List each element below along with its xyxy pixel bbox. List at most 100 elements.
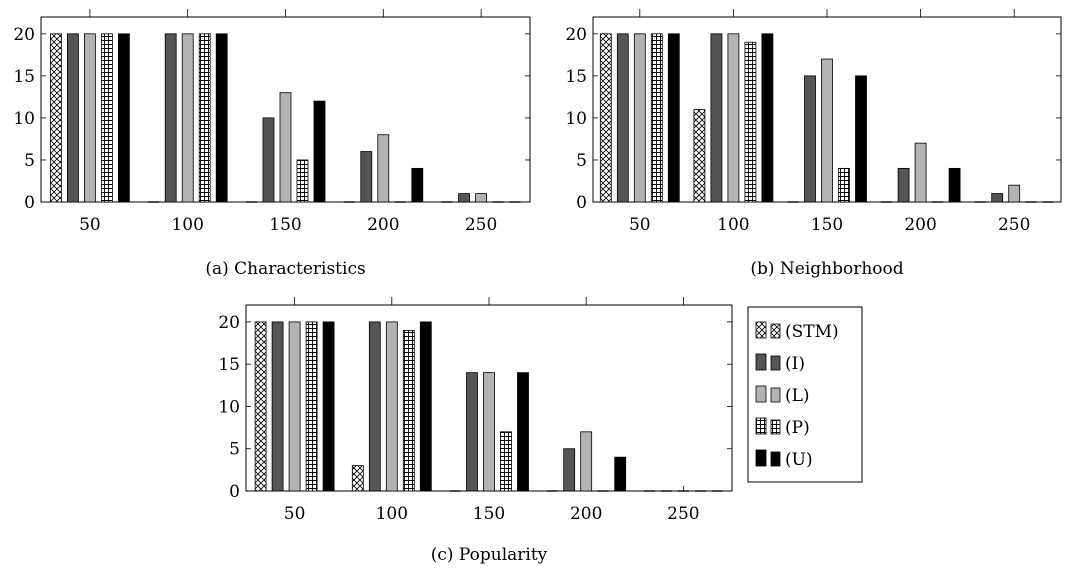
bar-black <box>411 167 424 203</box>
bar-dark-gray <box>563 448 576 492</box>
x-tick-label: 200 <box>904 215 936 235</box>
bar-light-gray <box>279 92 292 203</box>
x-tick-label: 150 <box>269 215 301 235</box>
bar-light-gray <box>377 134 390 203</box>
bar-light-gray <box>580 431 593 492</box>
y-tick-label: 20 <box>218 313 240 333</box>
legend-swatch-crosshatch <box>755 321 767 339</box>
y-tick-label: 10 <box>565 109 587 129</box>
bar-light-gray <box>475 193 488 203</box>
bar-dark-gray <box>164 33 177 203</box>
y-tick-label: 5 <box>576 151 587 171</box>
bar-dark-gray <box>616 33 629 203</box>
bar-crosshatch <box>254 321 267 492</box>
bar-black <box>761 33 774 203</box>
bar-grid <box>838 167 850 203</box>
bar-dark-gray <box>262 117 275 203</box>
x-tick-label: 150 <box>473 504 505 524</box>
y-tick-label: 15 <box>565 67 587 87</box>
bar-light-gray <box>385 321 398 492</box>
bar-black <box>517 372 529 492</box>
bar-dark-gray <box>67 33 79 203</box>
x-tick-label: 200 <box>570 504 602 524</box>
bar-black <box>313 100 326 203</box>
bar-black <box>667 33 680 203</box>
x-tick-label: 100 <box>376 504 408 524</box>
y-tick-label: 0 <box>24 193 35 213</box>
bar-light-gray <box>1008 184 1021 203</box>
legend-label: (P) <box>785 418 810 438</box>
bar-light-gray <box>181 33 194 203</box>
bar-black <box>419 321 432 492</box>
y-tick-label: 5 <box>24 151 35 171</box>
y-tick-label: 5 <box>229 440 240 460</box>
x-tick-label: 50 <box>284 504 306 524</box>
bar-dark-gray <box>466 372 478 492</box>
chart-popularity: 0 5 10 15 20 50 100 150 200 250 (c) Popularity <box>218 297 733 565</box>
legend-swatch-grid <box>755 417 767 435</box>
bar-crosshatch <box>351 465 364 492</box>
bar-black <box>322 321 335 492</box>
bar-black <box>855 75 867 203</box>
legend-label: (U) <box>785 450 813 470</box>
legend-box <box>747 306 863 483</box>
bar-dark-gray <box>991 193 1004 203</box>
x-tick-label: 150 <box>811 215 843 235</box>
x-tick-label: 200 <box>367 215 399 235</box>
bar-dark-gray <box>710 33 723 203</box>
bar-black <box>948 167 961 203</box>
chart-neighborhood: 0 5 10 15 20 50 100 150 200 250 (b) Neighborhood <box>565 9 1062 279</box>
chart-characteristics: 0 5 10 15 20 50 100 150 200 250 (a) Characteristic… <box>13 9 531 279</box>
bar-grid <box>402 329 415 492</box>
bar-black <box>614 456 627 492</box>
legend-swatch-light-gray <box>755 385 767 403</box>
x-tick-label: 50 <box>79 215 101 235</box>
bar-black <box>215 33 228 203</box>
y-tick-label: 15 <box>218 355 240 375</box>
bar-crosshatch <box>50 33 62 203</box>
x-tick-label: 100 <box>171 215 203 235</box>
legend-swatch-grid <box>770 419 781 435</box>
bar-light-gray <box>288 321 301 492</box>
y-tick-label: 15 <box>13 67 35 87</box>
bar-light-gray <box>633 33 646 203</box>
bar-light-gray <box>821 58 833 203</box>
bar-light-gray <box>914 142 927 203</box>
bar-grid <box>296 159 309 203</box>
chart-caption: (a) Characteristics <box>205 259 365 279</box>
legend-swatch-dark-gray <box>770 355 781 371</box>
y-tick-label: 0 <box>576 193 587 213</box>
y-tick-label: 10 <box>218 397 240 417</box>
bar-grid <box>500 431 512 492</box>
bar-grid <box>305 321 318 492</box>
bar-crosshatch <box>693 109 706 203</box>
bar-grid <box>744 41 757 203</box>
x-tick-label: 250 <box>667 504 699 524</box>
bar-grid <box>650 33 663 203</box>
bar-black <box>118 33 130 203</box>
legend: (STM) (I) (L) (P) (U) <box>747 306 863 483</box>
x-tick-label: 100 <box>717 215 749 235</box>
bar-dark-gray <box>368 321 381 492</box>
legend-swatch-light-gray <box>770 387 781 403</box>
bar-light-gray <box>727 33 740 203</box>
legend-swatch-black <box>755 449 767 467</box>
chart-caption: (b) Neighborhood <box>750 259 903 279</box>
legend-label: (L) <box>785 386 810 406</box>
x-tick-label: 250 <box>465 215 497 235</box>
legend-label: (STM) <box>785 322 839 342</box>
legend-label: (I) <box>785 354 805 374</box>
x-tick-label: 250 <box>998 215 1030 235</box>
y-tick-label: 20 <box>565 25 587 45</box>
bar-grid <box>198 33 211 203</box>
bar-dark-gray <box>458 193 471 203</box>
legend-swatch-crosshatch <box>770 323 781 339</box>
chart-caption: (c) Popularity <box>431 545 548 565</box>
legend-swatch-dark-gray <box>755 353 767 371</box>
legend-swatch-black <box>770 451 781 467</box>
y-tick-label: 0 <box>229 482 240 502</box>
y-tick-label: 10 <box>13 109 35 129</box>
bar-crosshatch <box>599 33 612 203</box>
y-tick-label: 20 <box>13 25 35 45</box>
